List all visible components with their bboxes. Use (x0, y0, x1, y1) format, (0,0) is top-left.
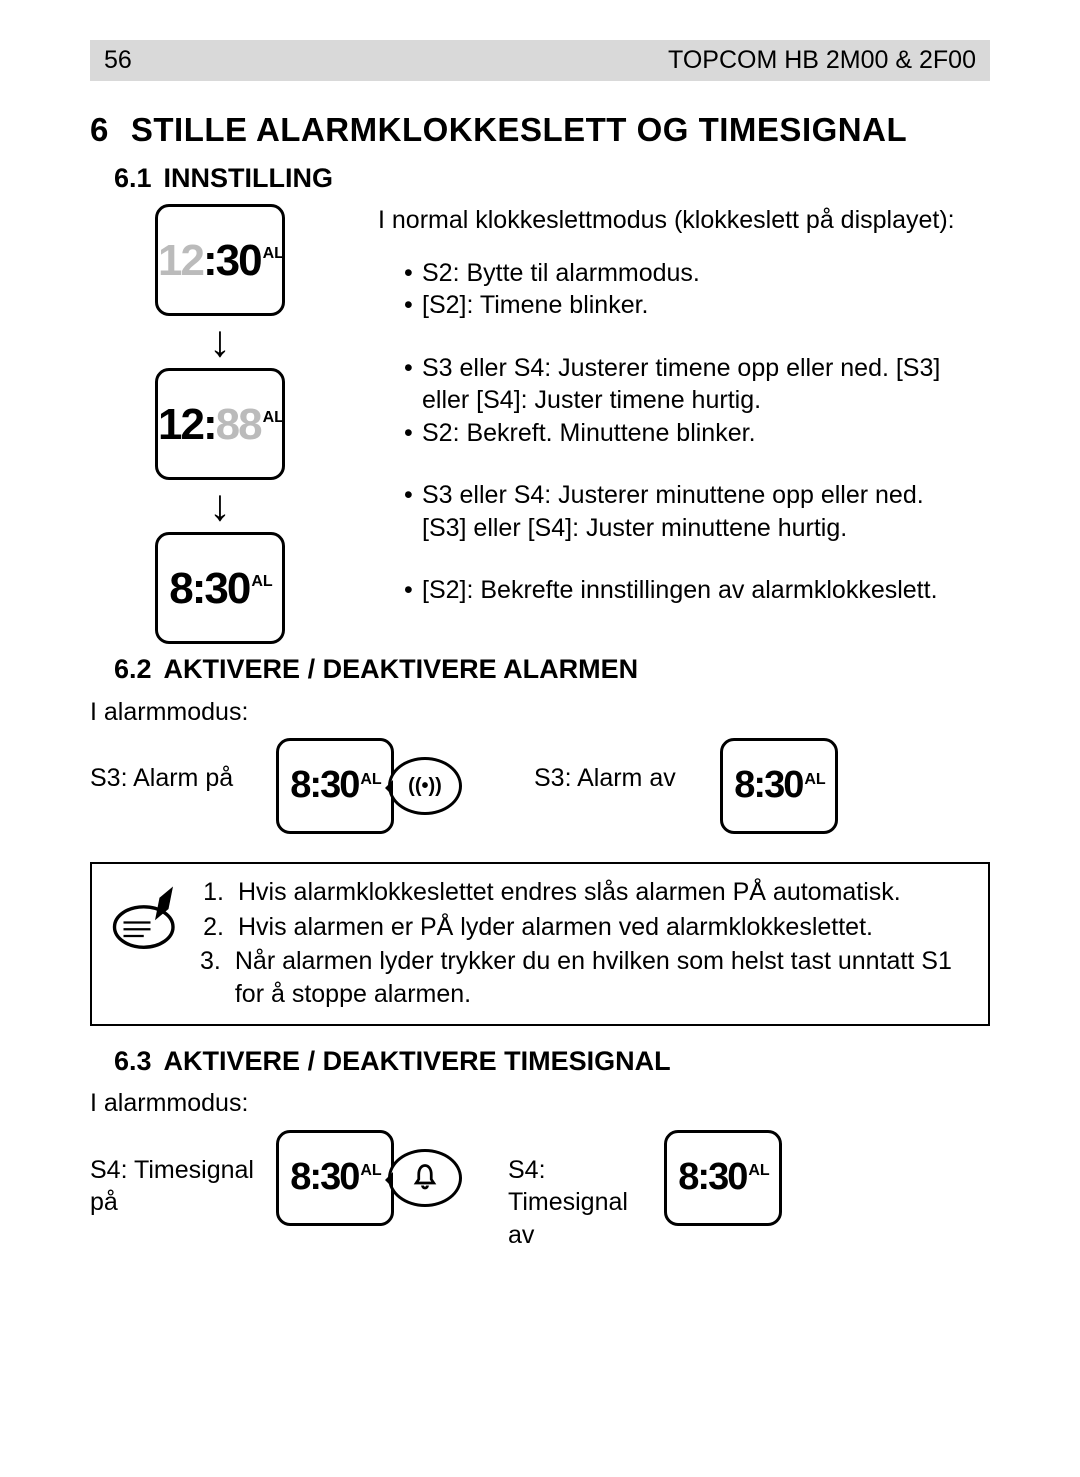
bullet-subtext: [S3] eller [S4]: Juster minuttene hurtig… (422, 514, 847, 542)
note-text: Hvis alarmklokkeslettet endres slås alar… (238, 876, 901, 909)
note-item: 1. Hvis alarmklokkeslettet endres slås al… (200, 876, 970, 909)
section-6-2-heading: 6.2 AKTIVERE / DEAKTIVERE ALARMEN (114, 652, 990, 687)
arrow-down-icon: ↓ (209, 484, 231, 528)
alarm-on-label: S3: Alarm på (90, 738, 260, 795)
note-number: 1. (200, 876, 224, 909)
chapter-title: STILLE ALARMKLOKKESLETT OG TIMESIGNAL (131, 111, 907, 148)
bell-icon (388, 1149, 462, 1207)
setting-diagram: 12:30AL ↓ 12:88AL ↓ 8:30AL (90, 204, 350, 644)
note-list: 1. Hvis alarmklokkeslettet endres slås al… (200, 876, 970, 1012)
bullet-group-a: S2: Bytte til alarmmodus. [S2]: Timene b… (378, 257, 990, 322)
bullet-item: S3 eller S4: Justerer minuttene opp elle… (404, 479, 990, 544)
watch-suffix: AL (804, 770, 825, 791)
section-6-1-heading: 6.1 INNSTILLING (114, 161, 990, 196)
watch-time: 8:30 (734, 761, 802, 810)
watch-display-3: 8:30AL (155, 532, 285, 644)
page-header: 56 TOPCOM HB 2M00 & 2F00 (90, 40, 990, 81)
bullet-item: S2: Bytte til alarmmodus. (404, 257, 990, 290)
watch-alarm-off: 8:30AL (720, 738, 838, 834)
bullet-group-b: S3 eller S4: Justerer timene opp eller n… (378, 352, 990, 450)
chapter-number: 6 (90, 111, 109, 148)
section-6-3-heading: 6.3 AKTIVERE / DEAKTIVERE TIMESIGNAL (114, 1044, 990, 1079)
watch1-hours: 12 (158, 236, 203, 285)
note-box: 1. Hvis alarmklokkeslettet endres slås al… (90, 862, 990, 1026)
chime-on-label: S4: Timesignal på (90, 1130, 260, 1219)
note-item: 2. Hvis alarmen er PÅ lyder alarmen ved a… (200, 911, 970, 944)
note-text: Når alarmen lyder trykker du en hvilken … (235, 945, 970, 1010)
note-text: Hvis alarmen er PÅ lyder alarmen ved ala… (238, 911, 873, 944)
bullet-text: S3 eller S4: Justerer minuttene opp elle… (422, 481, 924, 509)
section-number: 6.2 (114, 654, 152, 684)
watch-display-2: 12:88AL (155, 368, 285, 480)
note-number: 3. (200, 945, 221, 1010)
note-icon (110, 882, 182, 954)
watch2-suffix: AL (263, 408, 284, 429)
watch1-suffix: AL (263, 244, 284, 265)
watch1-mins: 30 (216, 236, 261, 285)
bullet-item: [S2]: Timene blinker. (404, 289, 990, 322)
product-name: TOPCOM HB 2M00 & 2F00 (668, 44, 976, 77)
section-6-1-intro: I normal klokkeslettmodus (klokkeslett p… (378, 204, 990, 237)
watch3-mins: 30 (204, 564, 249, 613)
watch2-hours: 12 (158, 400, 203, 449)
watch-display-1: 12:30AL (155, 204, 285, 316)
section-title: AKTIVERE / DEAKTIVERE ALARMEN (164, 654, 639, 684)
bullet-item: S3 eller S4: Justerer timene opp eller n… (404, 352, 990, 417)
section-6-3-mode: I alarmmodus: (90, 1087, 990, 1120)
watch-chime-off: 8:30AL (664, 1130, 782, 1226)
alarm-sound-icon: ((•)) (388, 757, 462, 815)
watch-time: 8:30 (290, 761, 358, 810)
bullet-item: [S2]: Bekrefte innstillingen av alarmklo… (404, 574, 990, 607)
alarm-off-label: S3: Alarm av (534, 738, 704, 795)
watch-time: 8:30 (678, 1153, 746, 1202)
watch-time: 8:30 (290, 1153, 358, 1202)
watch3-suffix: AL (251, 572, 272, 593)
bullet-group-c: S3 eller S4: Justerer minuttene opp elle… (378, 479, 990, 544)
bullet-group-d: [S2]: Bekrefte innstillingen av alarmklo… (378, 574, 990, 607)
bullet-item: S2: Bekreft. Minuttene blinker. (404, 417, 990, 450)
arrow-down-icon: ↓ (209, 320, 231, 364)
section-title: INNSTILLING (164, 163, 334, 193)
chapter-heading: 6 STILLE ALARMKLOKKESLETT OG TIMESIGNAL (90, 109, 990, 152)
watch-suffix: AL (748, 1161, 769, 1182)
note-item: 3.Når alarmen lyder trykker du en hvilke… (200, 945, 970, 1010)
watch3-hours: 8 (169, 564, 191, 613)
chime-off-label: S4: Timesignal av (508, 1130, 648, 1252)
section-title: AKTIVERE / DEAKTIVERE TIMESIGNAL (164, 1046, 671, 1076)
note-number: 2. (200, 911, 224, 944)
page-number: 56 (104, 44, 132, 77)
watch2-mins: 88 (216, 400, 261, 449)
section-6-2-mode: I alarmmodus: (90, 696, 990, 729)
section-number: 6.1 (114, 163, 152, 193)
section-number: 6.3 (114, 1046, 152, 1076)
